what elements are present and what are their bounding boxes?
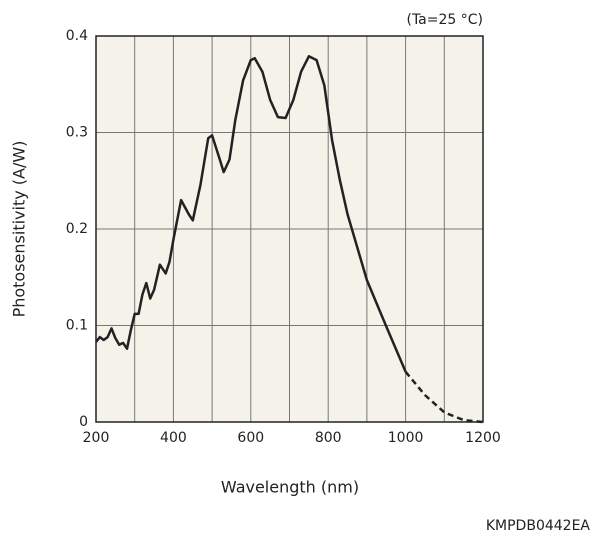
x-axis-label: Wavelength (nm) [221, 478, 359, 497]
plot-border [95, 35, 484, 423]
y-tick-label: 0.4 [66, 28, 88, 44]
y-tick-label: 0.1 [66, 318, 88, 334]
x-tick-label: 1000 [388, 430, 424, 446]
x-tick-label: 600 [237, 430, 264, 446]
y-tick-label: 0 [79, 414, 88, 430]
y-axis-label: Photosensitivity (A/W) [10, 141, 29, 318]
x-tick-label: 200 [83, 430, 110, 446]
annotation: (Ta=25 °C) [406, 12, 483, 28]
x-tick-label: 400 [160, 430, 187, 446]
y-tick-label: 0.3 [66, 125, 88, 141]
footer: KMPDB0442EA [486, 518, 591, 534]
data-line [404, 371, 484, 424]
data-line [95, 55, 407, 373]
x-tick-label: 800 [315, 430, 342, 446]
y-tick-label: 0.2 [66, 221, 88, 237]
x-tick-label: 1200 [465, 430, 501, 446]
